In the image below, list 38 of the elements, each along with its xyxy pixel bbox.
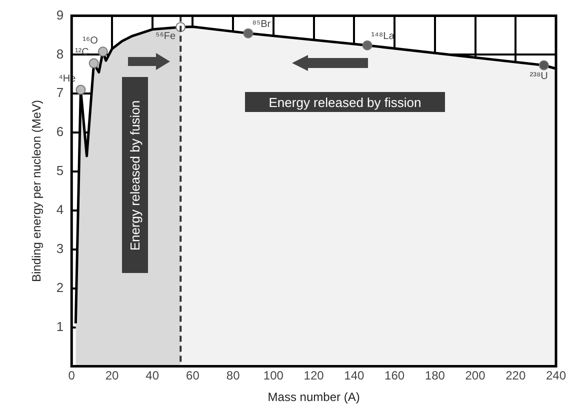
- point: [538, 60, 549, 70]
- point: [243, 28, 254, 38]
- x-tick-label: 0: [68, 368, 76, 383]
- label-box: Energy released by fusion: [122, 77, 148, 273]
- y-tick-label: 5: [56, 163, 64, 178]
- x-tick-label: 180: [424, 368, 446, 383]
- x-tick-label: 20: [105, 368, 119, 383]
- y-tick-label: 3: [56, 240, 64, 256]
- x-tick-label: 140: [344, 368, 365, 383]
- x-axis-title: Mass number (A): [268, 390, 360, 404]
- y-tick-label: 6: [56, 124, 64, 140]
- point: [88, 58, 99, 68]
- point: [98, 46, 108, 57]
- annotation: ⁵⁶Fe: [156, 30, 176, 42]
- point: [362, 40, 372, 50]
- annotation: Energy released by fission: [268, 94, 422, 110]
- y-tick-label: 8: [56, 46, 64, 62]
- y-tick-label: 9: [56, 7, 64, 22]
- x-tick-label: 160: [384, 368, 405, 383]
- x-tick-label: 120: [304, 368, 324, 383]
- annotation: ²³⁸U: [530, 70, 548, 82]
- y-tick-label: 2: [56, 280, 64, 295]
- annotation: ⁸⁵Br: [252, 19, 272, 30]
- x-tick-label: 220: [506, 368, 526, 383]
- y-tick-label: 7: [56, 85, 64, 100]
- y-axis-title: Binding energy per nucleon (MeV): [30, 100, 44, 282]
- x-tick-label: 200: [465, 368, 486, 383]
- y-tick-label: 4: [56, 202, 64, 218]
- annotation: ¹⁶O: [82, 35, 98, 46]
- annotation: Energy released by fusion: [128, 100, 142, 250]
- x-tick-label: 40: [146, 368, 160, 383]
- x-tick-label: 240: [546, 368, 566, 383]
- x-tick-label: 100: [263, 368, 284, 383]
- y-tick-label: 1: [56, 318, 64, 334]
- point: [76, 84, 86, 95]
- x-tick-label: 80: [226, 368, 240, 383]
- label-box: Energy released by fission: [245, 92, 445, 112]
- x-tick-label: 60: [186, 368, 200, 383]
